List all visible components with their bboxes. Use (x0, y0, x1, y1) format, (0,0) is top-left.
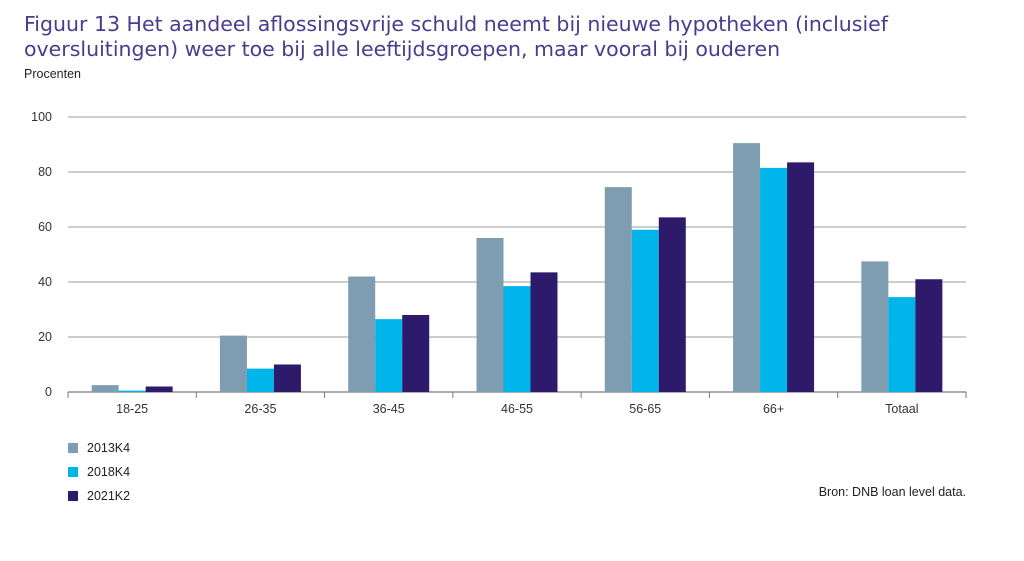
y-tick-label: 80 (38, 165, 52, 179)
y-tick-label: 100 (31, 110, 52, 124)
legend-swatch-2018K4 (68, 467, 78, 477)
x-tick-label: 36-45 (373, 402, 405, 416)
bar-2013K4-Totaal (861, 261, 889, 392)
x-tick-label: 66+ (763, 402, 784, 416)
y-tick-label: 20 (38, 330, 52, 344)
bar-2021K2-18-25 (145, 386, 173, 392)
bar-2018K4-56-65 (631, 229, 659, 392)
bar-2013K4-36-45 (348, 276, 376, 392)
y-tick-label: 60 (38, 220, 52, 234)
bar-2021K2-Totaal (915, 279, 943, 392)
bar-2018K4-36-45 (375, 319, 403, 392)
bar-2021K2-46-55 (530, 272, 558, 392)
chart-title: Figuur 13 Het aandeel aflossingsvrije sc… (24, 12, 888, 61)
bar-2013K4-18-25 (91, 385, 119, 392)
legend-item-2013K4: 2013K4 (68, 436, 130, 460)
x-tick-label: 46-55 (501, 402, 533, 416)
bar-2018K4-18-25 (118, 390, 146, 392)
x-tick-label: 26-35 (244, 402, 276, 416)
legend-item-2018K4: 2018K4 (68, 460, 130, 484)
bar-2021K2-66+ (787, 162, 815, 392)
bar-2013K4-66+ (733, 143, 761, 392)
bar-2018K4-46-55 (503, 286, 531, 392)
bar-2021K2-26-35 (273, 364, 301, 392)
legend-swatch-2021K2 (68, 491, 78, 501)
legend-swatch-2013K4 (68, 443, 78, 453)
legend-item-2021K2: 2021K2 (68, 484, 130, 508)
legend-label: 2013K4 (87, 441, 131, 455)
bar-2013K4-26-35 (219, 335, 247, 392)
legend-label: 2018K4 (87, 465, 131, 479)
y-tick-label: 0 (45, 385, 52, 399)
y-tick-label: 40 (38, 275, 52, 289)
bar-2021K2-56-65 (658, 217, 686, 392)
legend: 2013K4 2018K4 2021K2 (68, 436, 130, 508)
y-unit-label: Procenten (24, 67, 81, 81)
bar-2021K2-36-45 (402, 315, 430, 392)
bar-2018K4-66+ (760, 167, 788, 392)
x-tick-label: 18-25 (116, 402, 148, 416)
x-tick-label: Totaal (885, 402, 918, 416)
x-tick-label: 56-65 (629, 402, 661, 416)
bar-2018K4-26-35 (246, 368, 274, 392)
legend-label: 2021K2 (87, 489, 131, 503)
bar-2013K4-56-65 (604, 187, 632, 392)
bar-2018K4-Totaal (888, 297, 916, 392)
source-note: Bron: DNB loan level data. (818, 485, 966, 499)
bar-2013K4-46-55 (476, 238, 504, 392)
